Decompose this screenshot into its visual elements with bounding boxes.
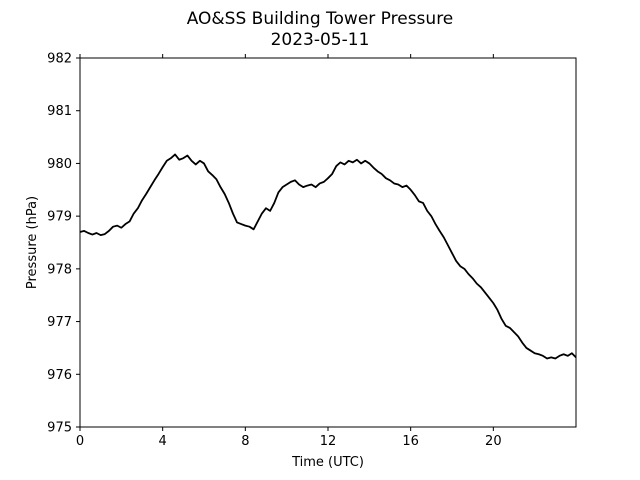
x-tick-label: 16 [402,434,419,449]
x-tick-label: 20 [485,434,502,449]
y-tick-label: 976 [47,368,72,383]
x-tick-label: 12 [320,434,337,449]
plot-frame [79,57,577,428]
y-tick-label: 980 [47,157,72,172]
y-tick-label: 975 [47,421,72,436]
x-tick-label: 8 [241,434,249,449]
y-tick-label: 979 [47,210,72,225]
y-tick-label: 982 [47,52,72,67]
x-axis-label: Time (UTC) [291,455,364,470]
chart-title: AO&SS Building Tower Pressure [187,9,454,29]
y-tick-label: 978 [47,262,72,277]
x-tick-label: 4 [159,434,167,449]
y-tick-label: 977 [47,315,72,330]
axis-ticks: 0 4 8 12 16 20 975 976 977 978 979 980 981 982 [47,52,501,450]
y-axis-label: Pressure (hPa) [25,196,40,289]
series-layer [79,153,577,360]
x-tick-label: 0 [76,434,84,449]
pressure-line-series-0 [79,153,577,360]
chart-subtitle: 2023-05-11 [271,30,370,50]
y-tick-label: 981 [47,104,72,119]
